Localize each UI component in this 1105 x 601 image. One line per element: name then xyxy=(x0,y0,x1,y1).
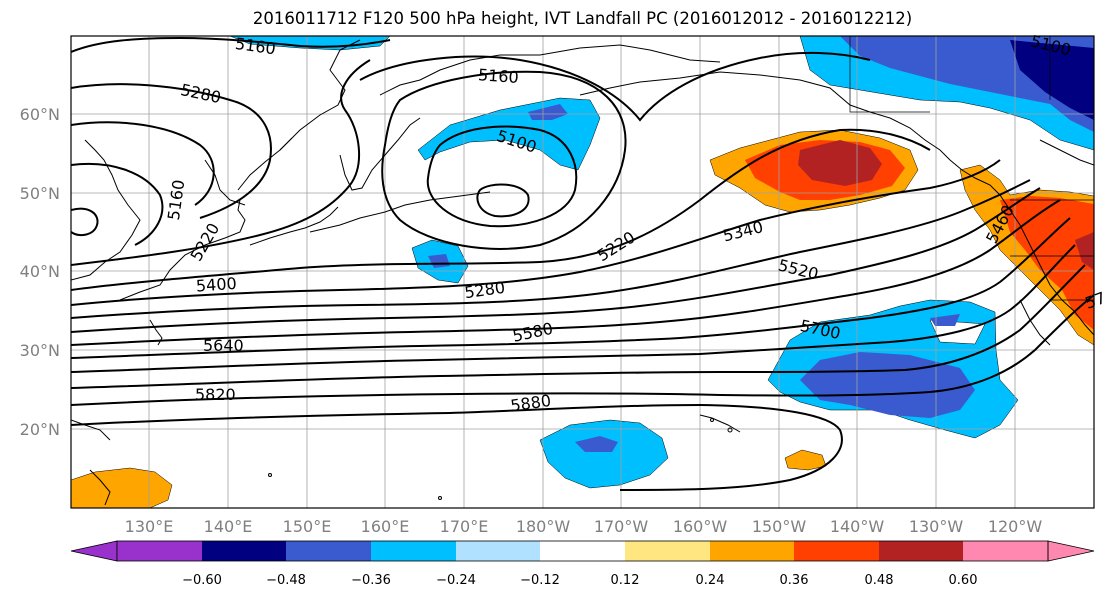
lon-label: 140°W xyxy=(830,517,885,536)
colorbar-extend-high xyxy=(1047,540,1095,562)
colorbar-tick-label: 0.24 xyxy=(696,573,725,588)
colorbar-segment xyxy=(286,541,371,561)
colorbar-tick-label: 0.12 xyxy=(611,573,640,588)
latitude-labels: 60°N 50°N 40°N 30°N 20°N xyxy=(20,105,60,439)
colorbar-segment xyxy=(963,541,1048,561)
colorbar: −0.60 −0.48 −0.36 −0.24 −0.12 0.12 0.24 … xyxy=(70,540,1095,588)
contour-label: 5640 xyxy=(203,336,244,355)
colorbar-segment xyxy=(117,541,202,561)
lat-label: 40°N xyxy=(20,262,60,281)
colorbar-segment xyxy=(879,541,963,561)
contour-label: 5820 xyxy=(195,385,236,404)
ivt-negative-shading xyxy=(229,36,1094,489)
colorbar-extend-low xyxy=(70,540,118,562)
lat-label: 30°N xyxy=(20,341,60,360)
coastlines xyxy=(71,39,1094,506)
lon-label: 180°W xyxy=(516,517,571,536)
colorbar-segment xyxy=(625,541,710,561)
contour-label: 5160 xyxy=(477,65,519,87)
lon-label: 150°W xyxy=(752,517,807,536)
lon-label: 120°W xyxy=(988,517,1043,536)
colorbar-tick-label: −0.48 xyxy=(266,573,306,588)
ivt-positive-shading xyxy=(71,129,1094,508)
colorbar-segment xyxy=(794,541,879,561)
islands xyxy=(268,191,733,500)
lon-label: 160°E xyxy=(361,517,410,536)
colorbar-tick-label: −0.24 xyxy=(436,573,476,588)
lon-label: 170°W xyxy=(594,517,649,536)
lon-label: 130°W xyxy=(909,517,964,536)
colorbar-tick-label: −0.60 xyxy=(182,573,222,588)
colorbar-segment xyxy=(540,541,625,561)
colorbar-segment xyxy=(710,541,794,561)
lat-label: 50°N xyxy=(20,184,60,203)
graticule xyxy=(71,36,1094,508)
colorbar-tick-label: −0.36 xyxy=(351,573,391,588)
colorbar-tick-label: 0.60 xyxy=(949,573,978,588)
colorbar-segment xyxy=(202,541,286,561)
lon-label: 140°E xyxy=(204,517,253,536)
colorbar-tick-label: 0.48 xyxy=(865,573,894,588)
lon-label: 170°E xyxy=(440,517,489,536)
map-area xyxy=(71,36,1094,508)
height-contours xyxy=(71,36,1094,491)
lat-label: 20°N xyxy=(20,420,60,439)
map-frame xyxy=(70,35,1095,509)
lon-label: 150°E xyxy=(283,517,332,536)
map-title: 2016011712 F120 500 hPa height, IVT Land… xyxy=(252,9,913,28)
lon-label: 130°E xyxy=(125,517,174,536)
colorbar-tick-label: −0.12 xyxy=(520,573,560,588)
lon-label: 160°W xyxy=(673,517,728,536)
colorbar-segment xyxy=(456,541,540,561)
colorbar-tick-label: 0.36 xyxy=(780,573,809,588)
longitude-labels: 130°E 140°E 150°E 160°E 170°E 180°W 170°… xyxy=(125,517,1043,536)
lat-label: 60°N xyxy=(20,105,60,124)
contour-label: 5400 xyxy=(195,274,237,296)
colorbar-segment xyxy=(371,541,456,561)
